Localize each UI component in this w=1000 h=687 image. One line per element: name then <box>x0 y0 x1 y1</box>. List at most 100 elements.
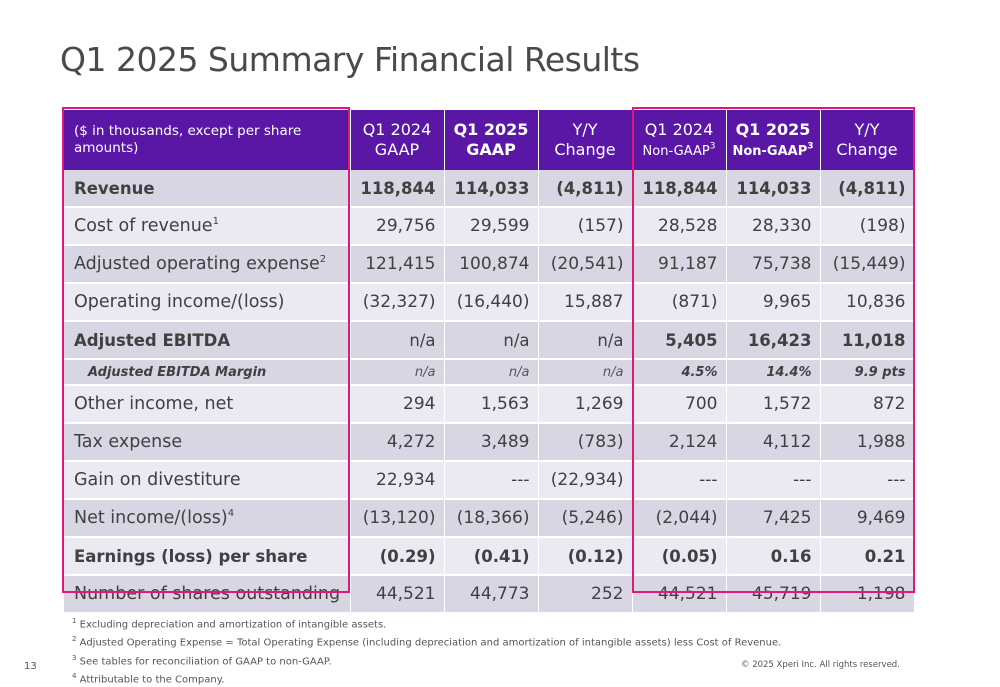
financial-results-table: ($ in thousands, except per share amount… <box>64 110 915 614</box>
table-cell: 121,415 <box>350 245 445 284</box>
table-row: Earnings (loss) per share (0.29) (0.41) … <box>64 537 915 576</box>
row-label: Operating income/(loss) <box>64 283 351 322</box>
table-row: Adjusted operating expense2 121,415 100,… <box>64 245 915 284</box>
header-q1-2024-gaap: Q1 2024 GAAP <box>350 110 445 170</box>
table-cell: 11,018 <box>820 321 915 360</box>
table-row: Adjusted EBITDA Margin n/a n/a n/a 4.5% … <box>64 359 915 386</box>
row-label: Revenue <box>64 170 351 208</box>
copyright: © 2025 Xperi Inc. All rights reserved. <box>741 660 900 670</box>
table-cell: 75,738 <box>726 245 821 284</box>
table-cell: 114,033 <box>726 170 821 208</box>
table-cell: --- <box>444 461 539 500</box>
table-cell: n/a <box>538 359 633 386</box>
table-cell: (198) <box>820 207 915 246</box>
row-label: Adjusted operating expense2 <box>64 245 351 284</box>
table-cell: n/a <box>444 321 539 360</box>
footnote: 4 Attributable to the Company. <box>72 671 225 686</box>
row-label: Adjusted EBITDA Margin <box>64 359 351 386</box>
table-cell: (13,120) <box>350 499 445 538</box>
header-q1-2025-gaap: Q1 2025 GAAP <box>444 110 539 170</box>
table-cell: 700 <box>632 385 727 424</box>
row-label: Earnings (loss) per share <box>64 537 351 576</box>
table-cell: 15,887 <box>538 283 633 322</box>
footnote: 2 Adjusted Operating Expense = Total Ope… <box>72 635 782 649</box>
table-row: Operating income/(loss) (32,327) (16,440… <box>64 283 915 322</box>
table-cell: 4,272 <box>350 423 445 462</box>
table-cell: 28,528 <box>632 207 727 246</box>
table-cell: (32,327) <box>350 283 445 322</box>
table-cell: 1,572 <box>726 385 821 424</box>
table-cell: 4.5% <box>632 359 727 386</box>
table-cell: 0.21 <box>820 537 915 576</box>
table-cell: 1,198 <box>820 575 915 614</box>
table-cell: 294 <box>350 385 445 424</box>
table-cell: 118,844 <box>632 170 727 208</box>
table-cell: (157) <box>538 207 633 246</box>
table-cell: 2,124 <box>632 423 727 462</box>
table-cell: 1,563 <box>444 385 539 424</box>
table-cell: (2,044) <box>632 499 727 538</box>
header-yy-change-gaap: Y/Y Change <box>538 110 633 170</box>
row-label: Tax expense <box>64 423 351 462</box>
table-cell: (0.29) <box>350 537 445 576</box>
table-cell: 22,934 <box>350 461 445 500</box>
table-cell: 28,330 <box>726 207 821 246</box>
table-cell: (18,366) <box>444 499 539 538</box>
table-cell: --- <box>632 461 727 500</box>
table-cell: (15,449) <box>820 245 915 284</box>
table-cell: n/a <box>538 321 633 360</box>
table-cell: (0.05) <box>632 537 727 576</box>
table-row: Cost of revenue1 29,756 29,599 (157) 28,… <box>64 207 915 246</box>
table-cell: (0.41) <box>444 537 539 576</box>
table-cell: 4,112 <box>726 423 821 462</box>
row-label: Adjusted EBITDA <box>64 321 351 360</box>
table-cell: 5,405 <box>632 321 727 360</box>
footnote: 3 See tables for reconciliation of GAAP … <box>72 653 332 667</box>
table-row: Tax expense 4,272 3,489 (783) 2,124 4,11… <box>64 423 915 462</box>
header-q1-2025-non-gaap: Q1 2025 Non-GAAP3 <box>726 110 821 170</box>
table-cell: (4,811) <box>538 170 633 208</box>
table-cell: (20,541) <box>538 245 633 284</box>
table-cell: (783) <box>538 423 633 462</box>
table-cell: (0.12) <box>538 537 633 576</box>
table-row: Number of shares outstanding 44,521 44,7… <box>64 575 915 614</box>
table-row: Revenue 118,844 114,033 (4,811) 118,844 … <box>64 170 915 208</box>
table-cell: 3,489 <box>444 423 539 462</box>
header-yy-change-non-gaap: Y/Y Change <box>820 110 915 170</box>
table-cell: n/a <box>350 359 445 386</box>
table-row: Adjusted EBITDA n/a n/a n/a 5,405 16,423… <box>64 321 915 360</box>
table-cell: 91,187 <box>632 245 727 284</box>
table-cell: (5,246) <box>538 499 633 538</box>
table-cell: 252 <box>538 575 633 614</box>
table-cell: 16,423 <box>726 321 821 360</box>
table-cell: n/a <box>444 359 539 386</box>
page-title: Q1 2025 Summary Financial Results <box>60 40 640 79</box>
table-cell: (22,934) <box>538 461 633 500</box>
table-cell: 9.9 pts <box>820 359 915 386</box>
footnote: 1 Excluding depreciation and amortizatio… <box>72 617 387 631</box>
header-q1-2024-non-gaap: Q1 2024 Non-GAAP3 <box>632 110 727 170</box>
table-cell: 100,874 <box>444 245 539 284</box>
table-cell: (4,811) <box>820 170 915 208</box>
table-cell: 1,269 <box>538 385 633 424</box>
table-cell: 45,719 <box>726 575 821 614</box>
table-cell: 114,033 <box>444 170 539 208</box>
table-cell: --- <box>820 461 915 500</box>
table-cell: n/a <box>350 321 445 360</box>
table-cell: 1,988 <box>820 423 915 462</box>
table-row: Other income, net 294 1,563 1,269 700 1,… <box>64 385 915 424</box>
table-header-row: ($ in thousands, except per share amount… <box>64 110 915 170</box>
table-cell: 44,521 <box>632 575 727 614</box>
page-number: 13 <box>24 661 37 672</box>
table-cell: 44,521 <box>350 575 445 614</box>
row-label: Cost of revenue1 <box>64 207 351 246</box>
table-cell: 118,844 <box>350 170 445 208</box>
table-cell: 29,599 <box>444 207 539 246</box>
table-cell: 7,425 <box>726 499 821 538</box>
table-row: Net income/(loss)4 (13,120) (18,366) (5,… <box>64 499 915 538</box>
table-cell: 9,469 <box>820 499 915 538</box>
footnotes: 1 Excluding depreciation and amortizatio… <box>72 614 781 687</box>
row-label: Gain on divestiture <box>64 461 351 500</box>
table-cell: --- <box>726 461 821 500</box>
table-cell: 9,965 <box>726 283 821 322</box>
